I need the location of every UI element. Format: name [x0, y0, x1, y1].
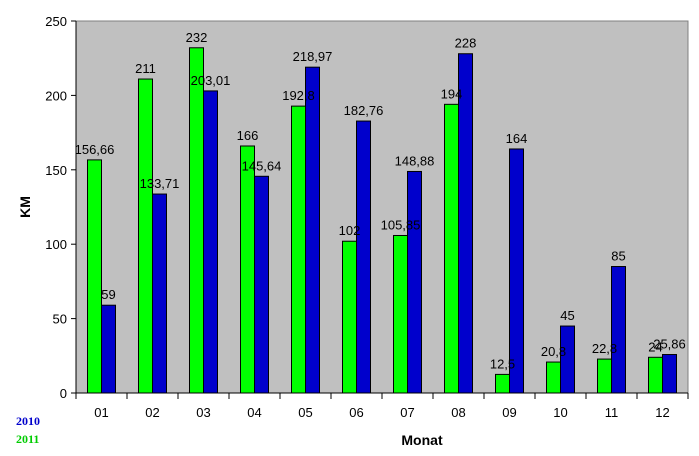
- data-label-2010-12: 25,86: [653, 337, 686, 352]
- bar-2011-12: [648, 356, 663, 394]
- bar-2010-05: [305, 66, 320, 394]
- bar-2010-08: [458, 53, 473, 394]
- bar-2011-07: [393, 234, 408, 394]
- x-tick-label: 02: [145, 405, 159, 420]
- x-tick-label: 01: [94, 405, 108, 420]
- bar-2010-04: [254, 175, 269, 394]
- data-label-2011-08: 194: [441, 86, 463, 101]
- data-label-2011-11: 22,8: [592, 341, 617, 356]
- data-label-2011-03: 232: [186, 30, 208, 45]
- data-label-2011-09: 12,5: [490, 356, 515, 371]
- x-tick-label: 04: [247, 405, 261, 420]
- y-tick-label: 0: [60, 386, 67, 401]
- x-tick-label: 12: [655, 405, 669, 420]
- data-label-2010-07: 148,88: [395, 153, 435, 168]
- data-label-2011-06: 102: [339, 223, 361, 238]
- bar-2011-08: [444, 103, 459, 394]
- data-label-2010-10: 45: [560, 308, 574, 323]
- data-label-2010-01: 59: [101, 287, 115, 302]
- x-tick-label: 10: [553, 405, 567, 420]
- bar-2010-06: [356, 120, 371, 394]
- data-label-2010-04: 145,64: [242, 158, 282, 173]
- y-tick-label: 250: [45, 14, 67, 29]
- bar-2010-10: [560, 325, 575, 394]
- bar-2011-03: [189, 47, 204, 394]
- bar-2010-11: [611, 266, 626, 394]
- data-label-2010-03: 203,01: [191, 73, 231, 88]
- x-axis-title: Monat: [401, 432, 443, 448]
- data-labels: 156,66 211 232 166 192,8 102 105,85 194 12,5 20,8…: [75, 30, 686, 372]
- data-label-2010-06: 182,76: [344, 103, 384, 118]
- bar-2010-01: [101, 304, 116, 394]
- x-tick-label: 08: [451, 405, 465, 420]
- x-tick-label: 07: [400, 405, 414, 420]
- bar-2010-09: [509, 148, 524, 394]
- y-axis: 0 50 100 150 200 250: [45, 14, 77, 401]
- x-tick-label: 06: [349, 405, 363, 420]
- bar-2011-11: [597, 358, 612, 394]
- y-tick-label: 50: [53, 312, 67, 327]
- x-tick-label: 05: [298, 405, 312, 420]
- legend-entry-2011: 2011: [16, 432, 40, 446]
- data-label-2011-05: 192,8: [282, 88, 315, 103]
- bar-2011-01: [87, 159, 102, 394]
- y-tick-label: 200: [45, 88, 67, 103]
- bar-2011-05: [291, 105, 306, 394]
- bar-2010-03: [203, 90, 218, 394]
- data-label-2011-12: 24: [648, 339, 662, 354]
- data-label-2010-11: 85: [611, 249, 625, 264]
- data-label-2010-08: 228: [455, 36, 477, 51]
- bar-2011-10: [546, 361, 561, 394]
- bars: [87, 47, 677, 394]
- data-label-2011-04: 166: [237, 128, 259, 143]
- y-tick-label: 100: [45, 237, 67, 252]
- x-tick-label: 03: [196, 405, 210, 420]
- data-label-2011-10: 20,8: [541, 344, 566, 359]
- y-tick-label: 150: [45, 163, 67, 178]
- x-tick-label: 11: [605, 405, 619, 420]
- plot-area: [75, 20, 689, 394]
- legend-entry-2010: 2010: [16, 414, 40, 428]
- data-label-2010-05: 218,97: [293, 49, 333, 64]
- data-label-2011-01: 156,66: [75, 142, 115, 157]
- bar-2011-09: [495, 373, 510, 394]
- x-tick-label: 09: [502, 405, 516, 420]
- bar-2011-06: [342, 240, 357, 394]
- bar-2011-04: [240, 145, 255, 394]
- bar-2010-12: [662, 354, 677, 394]
- data-label-2010-02: 133,71: [140, 176, 180, 191]
- data-label-2010-09: 164: [506, 131, 528, 146]
- bar-2010-02: [152, 193, 167, 394]
- bar-2011-02: [138, 78, 153, 394]
- y-axis-title: KM: [17, 196, 33, 218]
- x-axis: 01 02 03 04 05 06 07 08 09 10 11 12: [75, 392, 689, 420]
- data-label-2011-07: 105,85: [381, 217, 421, 232]
- data-label-2011-02: 211: [135, 61, 156, 76]
- bar-2010-07: [407, 170, 422, 394]
